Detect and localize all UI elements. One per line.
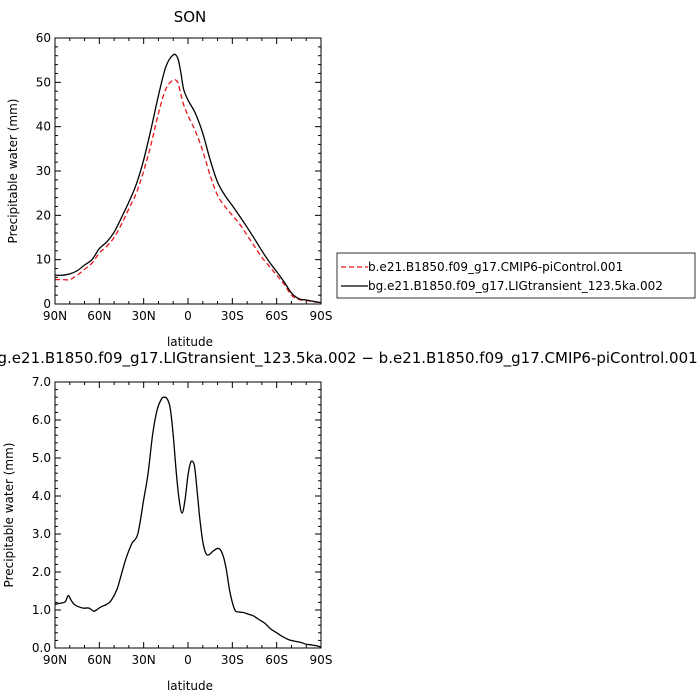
bottom-series-line-0 [54,396,322,648]
legend: b.e21.B1850.f09_g17.CMIP6-piControl.001 … [336,252,696,299]
bottom-chart-title: bg.e21.B1850.f09_g17.LIGtransient_123.5k… [0,349,698,368]
top-series-line-1 [54,53,322,304]
bottom-x-axis-label: latitude [167,679,213,693]
bottom-x-tick-label: 90S [310,653,333,667]
bottom-x-tick-label: 0 [184,653,192,667]
bottom-x-tick-label: 30S [221,653,244,667]
bottom-y-tick-label: 0.0 [32,641,51,655]
top-y-tick-label: 20 [36,208,51,222]
panel-son: SON latitude Precipitable water (mm) 90N… [6,8,332,349]
top-x-tick-label: 90S [310,309,333,323]
top-y-tick-label: 40 [36,120,51,134]
panel-difference: bg.e21.B1850.f09_g17.LIGtransient_123.5k… [0,349,698,693]
top-y-tick-label: 60 [36,31,51,45]
bottom-x-tick-label: 60N [87,653,111,667]
top-x-tick-label: 60N [87,309,111,323]
top-x-tick-label: 60S [265,309,288,323]
top-x-tick-label: 90N [43,309,67,323]
legend-label-ligtransient: bg.e21.B1850.f09_g17.LIGtransient_123.5k… [368,279,663,293]
bottom-y-tick-label: 4.0 [32,489,51,503]
top-series-line-0 [55,79,322,304]
top-x-axis-label: latitude [167,335,213,349]
bottom-x-tick-label: 30N [132,653,156,667]
bottom-y-tick-label: 3.0 [32,527,51,541]
top-x-tick-label: 30N [132,309,156,323]
legend-label-picontrol: b.e21.B1850.f09_g17.CMIP6-piControl.001 [368,260,623,274]
top-x-tick-label: 30S [221,309,244,323]
top-y-tick-label: 10 [36,253,51,267]
bottom-plot-frame [54,381,322,649]
bottom-y-axis-label: Precipitable water (mm) [2,443,16,588]
bottom-x-tick-label: 90N [43,653,67,667]
bottom-y-tick-label: 1.0 [32,603,51,617]
top-y-tick-label: 0 [43,297,51,311]
top-y-axis-label: Precipitable water (mm) [6,99,20,244]
bottom-x-tick-label: 60S [265,653,288,667]
bottom-y-tick-label: 6.0 [32,413,51,427]
top-chart-title: SON [174,8,207,26]
bottom-y-tick-label: 2.0 [32,565,51,579]
legend-box [336,252,696,299]
top-x-tick-label: 0 [184,309,192,323]
bottom-y-tick-label: 5.0 [32,451,51,465]
top-plot-frame [54,37,322,305]
top-y-tick-label: 30 [36,164,51,178]
top-y-tick-label: 50 [36,75,51,89]
bottom-y-tick-label: 7.0 [32,375,51,389]
